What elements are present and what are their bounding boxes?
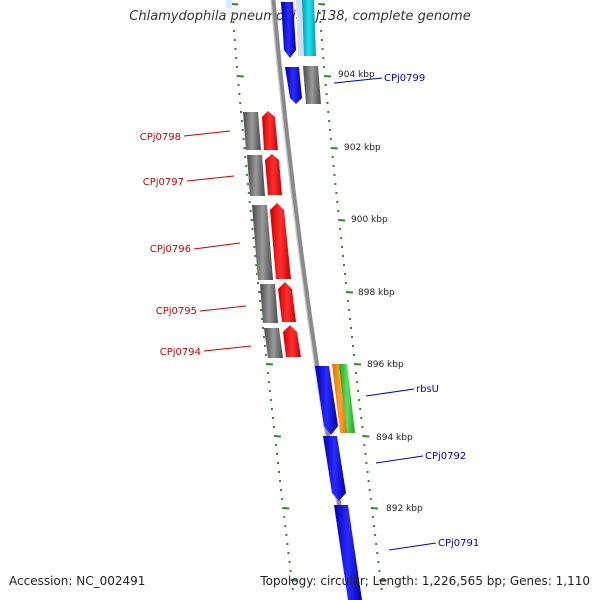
label-leader-cpj0792 bbox=[375, 455, 424, 464]
outer-tick-mark bbox=[379, 579, 387, 582]
outer-tick-ring bbox=[318, 3, 387, 590]
gene-label-cpj0799[interactable]: CPj0799 bbox=[384, 73, 425, 84]
label-leader-rbsu bbox=[365, 388, 415, 397]
gene-arrow-blue-896 bbox=[315, 366, 338, 435]
outer-tick-mark bbox=[330, 147, 338, 150]
label-leader-cpj0799 bbox=[333, 77, 383, 84]
gene-block-cpj0794-gray bbox=[264, 328, 283, 358]
gene-features bbox=[226, 0, 362, 600]
gene-label-cpj0794[interactable]: CPj0794 bbox=[160, 347, 201, 358]
gene-block-cpj0796-gray bbox=[252, 205, 273, 280]
label-leader-cpj0795 bbox=[199, 305, 247, 312]
kbp-labels: 904 kbp 902 kbp 900 kbp 898 kbp 896 kbp … bbox=[338, 70, 423, 514]
gene-block-cpj0795-gray bbox=[260, 284, 278, 323]
gene-arrow-cpj0796 bbox=[270, 203, 291, 279]
gene-arrow-cpj0797 bbox=[265, 154, 282, 195]
kbp-label: 902 kbp bbox=[344, 143, 381, 153]
gene-arrow-cpj0794 bbox=[283, 325, 301, 357]
gene-arrow-cpj0798 bbox=[262, 111, 278, 150]
label-leader-cpj0794 bbox=[203, 345, 252, 352]
gene-label-cpj0791[interactable]: CPj0791 bbox=[438, 538, 479, 549]
gene-arrow-cpj0795 bbox=[278, 282, 296, 322]
inner-tick-mark bbox=[273, 435, 282, 438]
kbp-label: 904 kbp bbox=[338, 70, 375, 80]
gene-block-rbsu-orange bbox=[332, 364, 348, 433]
gene-block-cpj0798-gray bbox=[243, 112, 261, 150]
inner-tick-mark bbox=[282, 507, 290, 510]
accession-text: Accession: NC_002491 bbox=[9, 574, 146, 588]
kbp-label: 896 kbp bbox=[367, 360, 404, 370]
gene-label-cpj0798[interactable]: CPj0798 bbox=[140, 132, 181, 143]
inner-tick-mark bbox=[236, 75, 244, 78]
outer-tick-mark bbox=[353, 363, 362, 366]
kbp-label: 898 kbp bbox=[358, 288, 395, 298]
gene-label-rbsu[interactable]: rbsU bbox=[416, 384, 439, 395]
outer-tick-mark bbox=[323, 75, 332, 78]
forward-gene-labels: CPj0799 rbsU CPj0792 CPj0791 bbox=[333, 73, 479, 551]
gene-label-cpj0796[interactable]: CPj0796 bbox=[150, 244, 191, 255]
gene-block-cpj0797-gray bbox=[247, 155, 265, 196]
inner-tick-ring bbox=[231, 3, 298, 590]
gene-arrow-cpj0791 bbox=[334, 505, 362, 600]
outer-tick-mark bbox=[318, 3, 326, 6]
label-leader-cpj0796 bbox=[193, 242, 241, 250]
gene-arrow-rbsu bbox=[339, 364, 355, 433]
gene-arrow-cpj0799 bbox=[285, 67, 302, 104]
gene-arrow-cpj0792 bbox=[323, 436, 346, 501]
kbp-label: 894 kbp bbox=[376, 433, 413, 443]
inner-tick-mark bbox=[265, 363, 273, 366]
reverse-gene-labels: CPj0798 CPj0797 CPj0796 CPj0795 CPj0794 bbox=[140, 130, 252, 358]
gene-label-cpj0792[interactable]: CPj0792 bbox=[425, 451, 466, 462]
label-leader-cpj0798 bbox=[183, 130, 231, 137]
label-leader-cpj0791 bbox=[388, 542, 437, 551]
genome-info-text: Topology: circular; Length: 1,226,565 bp… bbox=[260, 574, 590, 588]
gene-arrow-top-blue bbox=[281, 2, 296, 58]
outer-tick-mark bbox=[345, 291, 354, 294]
gene-block-cpj0799-gray bbox=[303, 66, 321, 104]
outer-tick-mark bbox=[362, 435, 370, 438]
outer-tick-mark bbox=[338, 219, 346, 222]
inner-tick-mark bbox=[290, 579, 298, 582]
label-leader-cpj0797 bbox=[186, 175, 235, 182]
outer-tick-mark bbox=[370, 507, 378, 510]
gene-block-top-cyan bbox=[302, 0, 316, 56]
kbp-label: 900 kbp bbox=[351, 215, 388, 225]
gene-label-cpj0797[interactable]: CPj0797 bbox=[143, 177, 184, 188]
inner-tick-mark bbox=[231, 3, 239, 6]
gene-label-cpj0795[interactable]: CPj0795 bbox=[156, 306, 197, 317]
gene-block-top-white bbox=[226, 0, 232, 8]
kbp-label: 892 kbp bbox=[386, 504, 423, 514]
